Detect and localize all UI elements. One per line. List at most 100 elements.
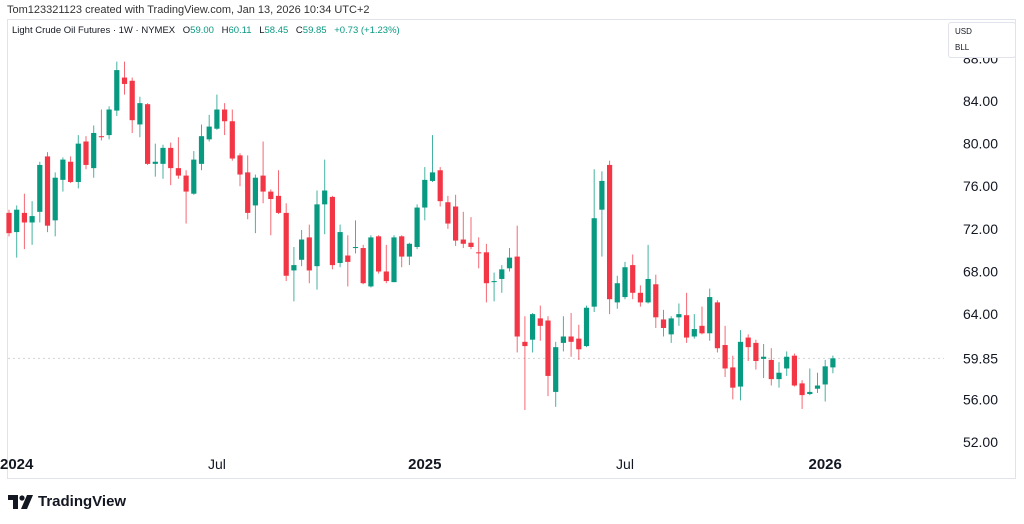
unit-label[interactable]: BLL: [955, 43, 970, 52]
candle-up: [75, 135, 81, 189]
candle-body: [252, 177, 258, 206]
candle-body: [491, 281, 497, 283]
candle-body: [229, 121, 235, 159]
candle-up: [252, 174, 258, 234]
candle-body: [168, 147, 174, 169]
candle-body: [776, 372, 782, 380]
currency-unit-selector[interactable]: USD BLL: [948, 22, 1016, 58]
candle-up: [291, 246, 297, 302]
candle-down: [468, 217, 474, 250]
legend-low-label: L: [259, 25, 265, 36]
candle-body: [807, 391, 813, 395]
candle-body: [406, 243, 412, 257]
candle-body: [545, 320, 551, 376]
candle-up: [160, 144, 166, 179]
candle-down: [306, 224, 312, 284]
tradingview-logo-text: TradingView: [38, 493, 127, 510]
candle-down: [68, 156, 74, 184]
candle-body: [376, 236, 382, 272]
candle-down: [791, 353, 797, 387]
candle-body: [52, 177, 58, 221]
time-tick-label: 2025: [408, 456, 441, 473]
candle-body: [676, 314, 682, 318]
candle-body: [206, 126, 212, 140]
price-tick-label: 52.00: [963, 434, 998, 450]
candle-up: [737, 330, 744, 401]
candle-body: [198, 136, 205, 164]
candle-down: [768, 348, 774, 386]
candle-down: [283, 203, 289, 282]
candle-body: [576, 338, 582, 350]
candle-body: [106, 109, 112, 136]
candle-body: [91, 132, 97, 169]
candle-body: [514, 256, 520, 337]
candle-down: [275, 170, 282, 214]
candle-down: [237, 153, 243, 187]
candle-body: [98, 136, 104, 138]
candle-up: [337, 224, 343, 268]
time-axis[interactable]: 2024 Jul 2025 Jul 2026: [0, 456, 842, 473]
candle-body: [653, 284, 659, 318]
legend-close: 59.85: [302, 25, 327, 36]
candle-body: [114, 70, 120, 111]
candle-down: [44, 152, 51, 233]
candle-body: [737, 341, 744, 387]
candle-body: [60, 159, 66, 180]
legend-symbol: Light Crude Oil Futures · 1W · NYMEX: [12, 25, 176, 36]
candle-body: [160, 147, 166, 164]
candle-up: [191, 151, 197, 195]
candle-up: [645, 244, 651, 304]
candle-up: [299, 229, 305, 267]
candle-down: [514, 225, 520, 353]
candle-up: [352, 220, 359, 254]
candle-down: [453, 194, 459, 246]
candle-body: [121, 77, 128, 84]
candle-body: [237, 155, 243, 175]
candle-up: [599, 171, 605, 257]
tradingview-logo[interactable]: TradingView: [8, 493, 126, 510]
candle-body: [714, 302, 720, 349]
candle-down: [222, 103, 228, 136]
candle-down: [537, 305, 543, 341]
candle-up: [530, 313, 536, 353]
candle-body: [630, 265, 636, 293]
candle-body: [275, 195, 282, 213]
candle-down: [98, 109, 104, 141]
price-axis[interactable]: 88.0084.0080.0076.0072.0068.0064.0056.00…: [963, 50, 998, 450]
chart-pane[interactable]: [7, 19, 1016, 479]
candle-body: [337, 232, 343, 263]
candle-down: [722, 325, 728, 377]
candle-down: [175, 137, 181, 179]
candle-body: [560, 336, 566, 343]
candle-down: [268, 189, 274, 236]
price-tick-label: 76.00: [963, 178, 998, 194]
candle-body: [322, 190, 328, 205]
currency-label[interactable]: USD: [955, 27, 972, 36]
price-tick-label: 80.00: [963, 136, 998, 152]
candle-body: [291, 265, 297, 271]
candle-down: [753, 339, 759, 370]
candle-body: [730, 367, 736, 388]
candle-body: [506, 257, 513, 269]
candle-up: [198, 124, 205, 171]
candle-body: [306, 237, 312, 271]
candle-down: [245, 155, 251, 220]
candle-body: [137, 103, 143, 125]
candle-body: [799, 383, 805, 396]
candle-down: [360, 244, 366, 285]
candle-down: [260, 141, 266, 204]
candle-body: [830, 358, 836, 368]
candle-body: [553, 347, 559, 392]
candle-body: [345, 255, 351, 262]
candle-body: [583, 307, 590, 347]
candle-body: [44, 156, 51, 226]
candle-body: [568, 336, 574, 342]
candle-down: [345, 235, 351, 287]
candle-down: [607, 160, 613, 315]
candle-down: [476, 237, 482, 269]
candle-body: [29, 216, 35, 223]
candle-up: [422, 167, 428, 221]
candle-down: [730, 355, 736, 400]
candle-down: [660, 309, 667, 337]
